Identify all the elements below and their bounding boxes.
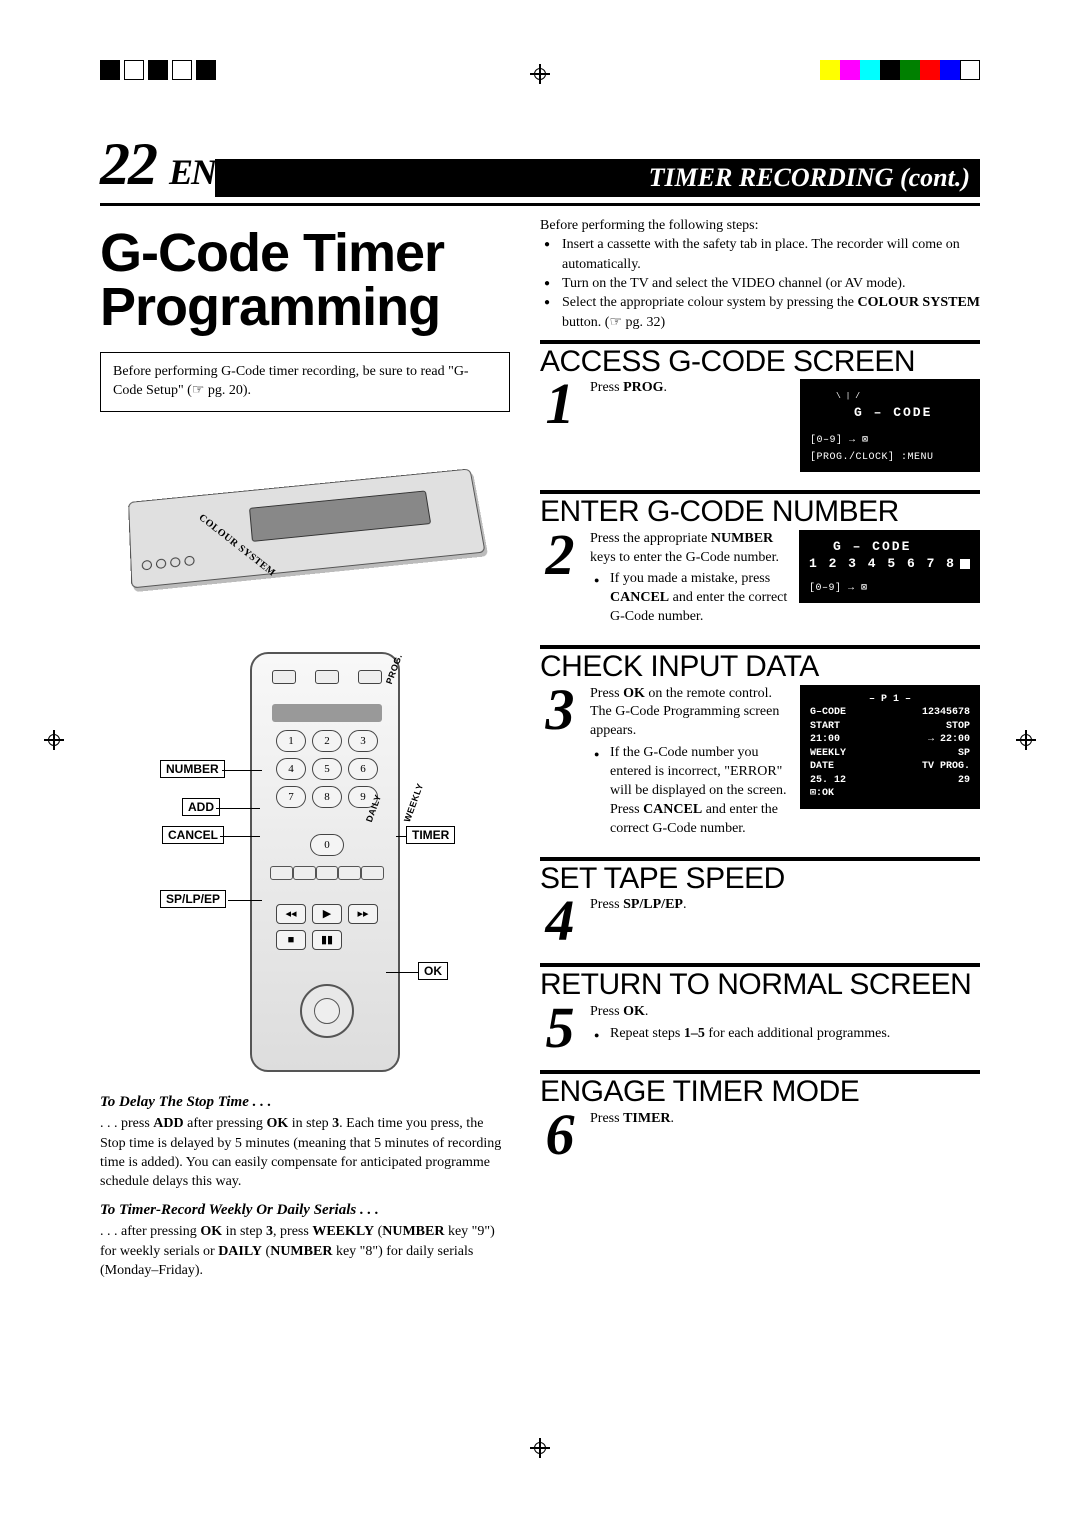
step-body: Press the appropriate NUMBER keys to ent… (590, 530, 789, 627)
step-body: Press PROG. (590, 379, 790, 398)
vcr-illustration: COLOUR SYSTEM (100, 432, 510, 612)
callout-add: ADD (182, 798, 220, 816)
step-number: 4 (540, 896, 580, 945)
intro-item: Turn on the TV and select the VIDEO chan… (552, 274, 980, 293)
step-heading: RETURN TO NORMAL SCREEN (540, 969, 980, 1001)
step-body: Press TIMER. (590, 1110, 980, 1129)
reg-bars-right (820, 60, 980, 80)
step-number: 2 (540, 530, 580, 579)
header-rule (100, 203, 980, 206)
step-number: 1 (540, 379, 580, 428)
page-header: 22 EN TIMER RECORDING (cont.) (100, 130, 980, 199)
tip-heading: To Timer-Record Weekly Or Daily Serials … (100, 1200, 510, 1221)
step-bullet: If the G-Code number you entered is inco… (600, 744, 790, 838)
callout-splpep: SP/LP/EP (160, 890, 226, 908)
numpad-key: 1 (276, 730, 306, 752)
page-lang: EN (169, 152, 215, 192)
step: SET TAPE SPEED4 Press SP/LP/EP. (540, 857, 980, 946)
numpad-key: 3 (348, 730, 378, 752)
reg-bars-left (100, 60, 216, 80)
transport-key: ◂◂ (276, 904, 306, 924)
numpad-key: 5 (312, 758, 342, 780)
page-number-value: 22 (100, 131, 156, 197)
intro-lead: Before performing the following steps: (540, 216, 980, 235)
step: ACCESS G-CODE SCREEN1 Press PROG. \ | /G –… (540, 340, 980, 472)
step-number: 5 (540, 1003, 580, 1052)
reg-crosshair-top (530, 64, 550, 84)
step-body: Press OK.Repeat steps 1–5 for each addit… (590, 1003, 980, 1044)
step: RETURN TO NORMAL SCREEN5Press OK.Repeat … (540, 963, 980, 1052)
step-bullet: Repeat steps 1–5 for each additional pro… (600, 1025, 980, 1044)
step-body: Press SP/LP/EP. (590, 896, 980, 915)
intro-item: Insert a cassette with the safety tab in… (552, 235, 980, 274)
step-heading: ACCESS G-CODE SCREEN (540, 346, 980, 378)
callout-number: NUMBER (160, 760, 225, 778)
reg-crosshair-right (1016, 730, 1036, 750)
article-title: G-Code Timer Programming (100, 226, 510, 334)
transport-key: ▶ (312, 904, 342, 924)
step-heading: SET TAPE SPEED (540, 863, 980, 895)
section-title: TIMER RECORDING (cont.) (215, 159, 980, 197)
transport-key: ▸▸ (348, 904, 378, 924)
reg-crosshair-bottom (530, 1438, 550, 1458)
step: ENGAGE TIMER MODE6 Press TIMER. (540, 1070, 980, 1159)
step-heading: CHECK INPUT DATA (540, 651, 980, 683)
callout-timer: TIMER (406, 826, 455, 844)
intro-block: Before performing the following steps: I… (540, 216, 980, 332)
weekly-diag-label: WEEKLY (402, 782, 425, 824)
page-number: 22 EN (100, 130, 215, 199)
callout-ok: OK (418, 962, 448, 980)
numpad-key: 6 (348, 758, 378, 780)
transport-key: ▮▮ (312, 930, 342, 950)
step-heading: ENGAGE TIMER MODE (540, 1076, 980, 1108)
step-number: 6 (540, 1110, 580, 1159)
key-zero: 0 (310, 834, 344, 856)
remote-illustration: 123456789 0 ◂◂▶▸▸■▮▮ PROG. DAILY WEEKLY … (100, 642, 510, 1082)
step-bullet: If you made a mistake, press CANCEL and … (600, 570, 789, 627)
tip-body: . . . after pressing OK in step 3, press… (100, 1222, 510, 1280)
step-heading: ENTER G-CODE NUMBER (540, 496, 980, 528)
reg-crosshair-left (44, 730, 64, 750)
step: ENTER G-CODE NUMBER2Press the appropriat… (540, 490, 980, 627)
step-number: 3 (540, 685, 580, 734)
intro-item: Select the appropriate colour system by … (552, 293, 980, 332)
numpad-key: 7 (276, 786, 306, 808)
tips-block: To Delay The Stop Time . . .. . . press … (100, 1092, 510, 1281)
tip-heading: To Delay The Stop Time . . . (100, 1092, 510, 1113)
step: CHECK INPUT DATA3Press OK on the remote … (540, 645, 980, 839)
note-box: Before performing G-Code timer recording… (100, 352, 510, 412)
numpad-key: 2 (312, 730, 342, 752)
transport-key: ■ (276, 930, 306, 950)
callout-cancel: CANCEL (162, 826, 224, 844)
numpad-key: 8 (312, 786, 342, 808)
registration-marks-top (100, 60, 980, 90)
numpad-key: 4 (276, 758, 306, 780)
registration-marks-bottom (100, 1438, 980, 1468)
tip-body: . . . press ADD after pressing OK in ste… (100, 1114, 510, 1191)
osd-screen: G – CODE1 2 3 4 5 6 7 8[0–9] → ⊠ (799, 530, 980, 604)
step-body: Press OK on the remote control. The G-Co… (590, 685, 790, 839)
osd-screen: – P 1 –G–CODE12345678STARTSTOP21:00→ 22:… (800, 685, 980, 809)
remote-body: 123456789 0 ◂◂▶▸▸■▮▮ (250, 652, 400, 1072)
osd-screen: \ | /G – CODE [0–9] → ⊠[PROG./CLOCK] :ME… (800, 379, 980, 472)
page-content: 22 EN TIMER RECORDING (cont.) G-Code Tim… (100, 130, 980, 1280)
